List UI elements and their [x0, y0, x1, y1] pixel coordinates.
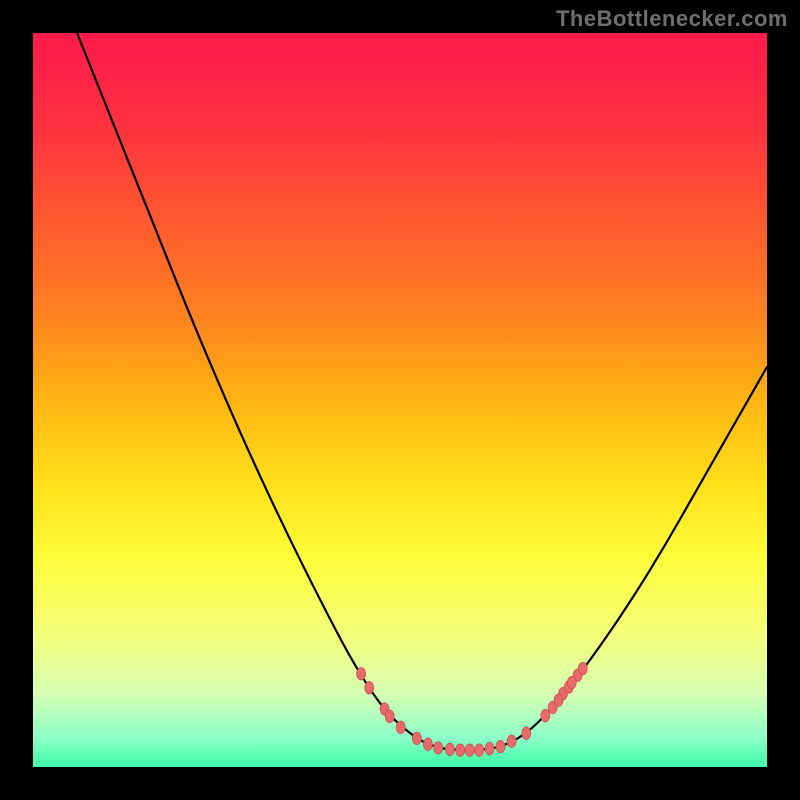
chart-stage: TheBottlenecker.com — [0, 0, 800, 800]
scatter-point — [541, 709, 550, 721]
scatter-point — [496, 740, 505, 752]
scatter-point — [567, 676, 576, 688]
scatter-point — [522, 727, 531, 739]
scatter-point — [554, 694, 563, 706]
scatter-point — [475, 744, 484, 756]
scatter-point — [385, 710, 394, 722]
watermark-text: TheBottlenecker.com — [556, 6, 788, 32]
chart-svg — [33, 33, 767, 767]
scatter-point — [507, 735, 516, 747]
scatter-point — [456, 744, 465, 756]
scatter-point — [365, 682, 374, 694]
gradient-background — [33, 33, 767, 767]
scatter-point — [465, 744, 474, 756]
scatter-point — [423, 738, 432, 750]
scatter-point — [578, 662, 587, 674]
scatter-point — [412, 732, 421, 744]
scatter-point — [357, 668, 366, 680]
scatter-point — [485, 742, 494, 754]
plot-area — [33, 33, 767, 767]
scatter-point — [445, 743, 454, 755]
scatter-point — [434, 742, 443, 754]
scatter-point — [396, 721, 405, 733]
